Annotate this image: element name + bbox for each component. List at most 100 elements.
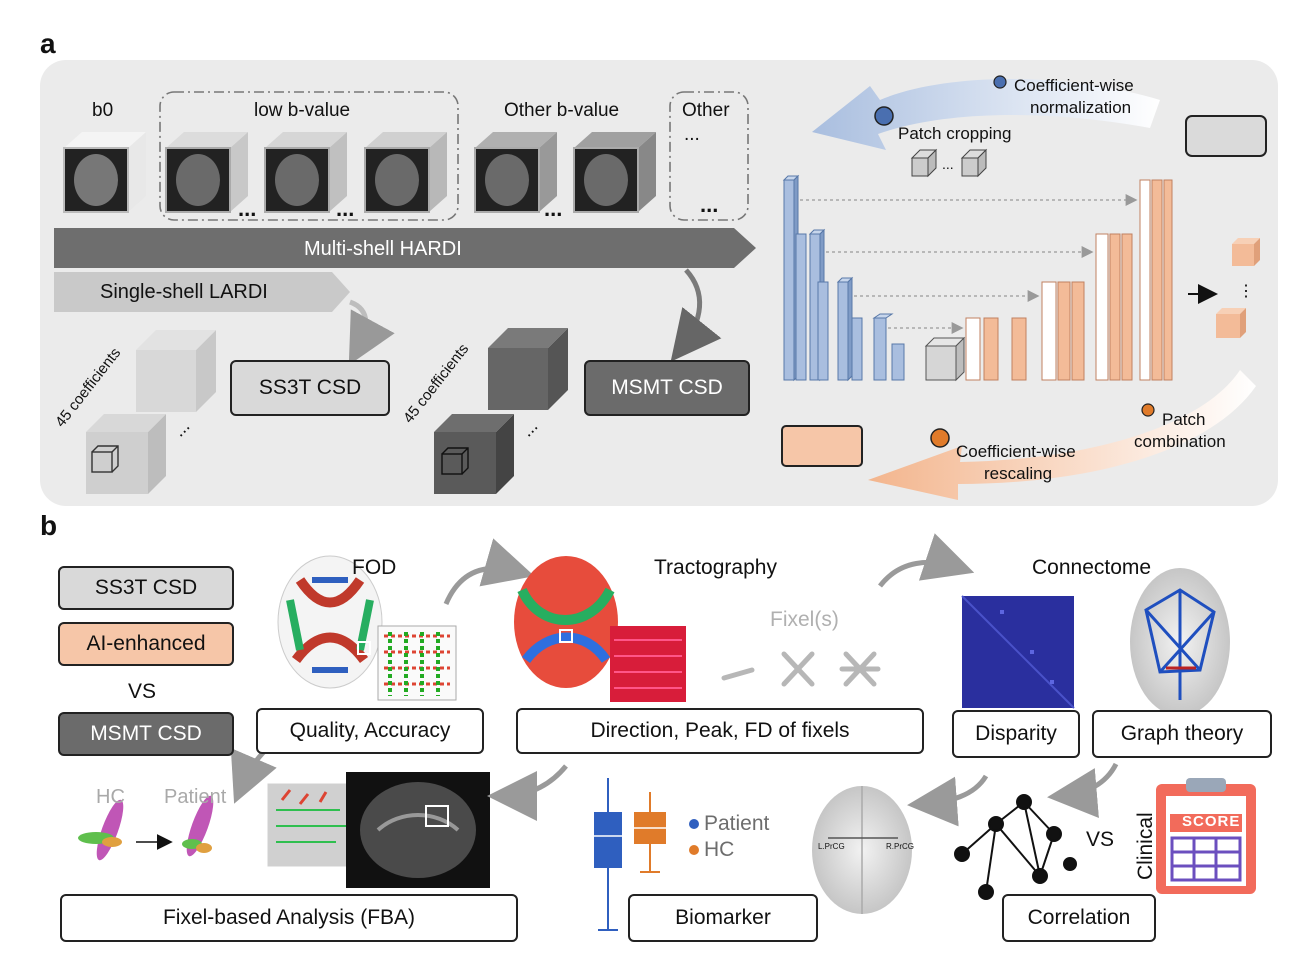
tractography-brain-image — [514, 556, 618, 688]
rescaling-arrow — [868, 370, 1256, 500]
b0-cube — [63, 132, 146, 213]
fba-brain-image — [346, 772, 490, 888]
correlation-box: Correlation — [1002, 894, 1156, 942]
other-group — [669, 91, 749, 221]
fod-brain-image — [277, 555, 383, 689]
coef-rescaling-line2: rescaling — [984, 464, 1053, 483]
ss3t-coefficient-cube-back — [136, 330, 216, 412]
fod-title: FOD — [352, 556, 397, 579]
output-patch-1 — [1232, 238, 1260, 266]
legend-hc-label: HC — [704, 838, 735, 861]
legend-ai-enhanced-box: AI-enhanced — [58, 622, 234, 666]
legend-patient-label: Patient — [704, 812, 770, 835]
legend-msmt-box: MSMT CSD — [58, 712, 234, 756]
unet-bottleneck — [924, 336, 966, 382]
ellipsis-2: ... — [336, 196, 355, 221]
l-prcg-label: L.PrCG — [818, 842, 845, 851]
rescaling-marker — [930, 428, 950, 448]
legend-hc-dot — [689, 845, 699, 855]
low-b-cube-2 — [264, 132, 347, 213]
correlation-brain-image — [812, 786, 912, 914]
score-label: SCORE — [1182, 813, 1241, 830]
hc-fod-glyph — [78, 799, 124, 861]
coef-normalization-line1: Coefficient-wise — [1014, 76, 1134, 95]
single-shell-label: Single-shell LARDI — [100, 281, 268, 303]
ss3t-curve-arrow — [348, 299, 395, 366]
coef-normalization-line2: normalization — [1030, 98, 1132, 117]
disparity-to-brain-arrow — [907, 774, 989, 827]
graph-theory-brain-image — [1130, 568, 1230, 716]
msmt-curve-arrow — [670, 268, 722, 362]
patch-combination-line2: combination — [1134, 432, 1226, 451]
patch-cube-2 — [960, 148, 988, 178]
ellipsis-4: ... — [700, 192, 719, 217]
patch-combination-marker — [1141, 403, 1155, 417]
connectome-matrix-image — [961, 595, 1075, 709]
b0-label: b0 — [92, 100, 114, 121]
fod-to-tract-arrow — [443, 538, 535, 605]
direction-peak-fd-box: Direction, Peak, FD of fixels — [516, 708, 924, 754]
disparity-box: Disparity — [952, 710, 1080, 758]
r-prcg-label: R.PrCG — [886, 842, 914, 851]
unet-encoder — [782, 174, 905, 382]
low-b-cube-3 — [364, 132, 447, 213]
ss3t-csd-box: SS3T CSD — [230, 360, 390, 416]
fba-box: Fixel-based Analysis (FBA) — [60, 894, 518, 942]
normalization-arrow — [812, 78, 1160, 150]
other-b-label: Other b-value — [504, 100, 620, 121]
panel-label-b: b — [40, 510, 58, 541]
ss3t-coefficient-cube-front — [86, 414, 166, 494]
ellipsis-3: ... — [544, 196, 563, 221]
coef-rescaling-line1: Coefficient-wise — [956, 442, 1076, 461]
clinical-score-icon — [1156, 778, 1256, 894]
patch-cube-1 — [910, 148, 938, 178]
multi-shell-arrow — [54, 228, 756, 268]
biomarker-box: Biomarker — [628, 894, 818, 942]
other-dots-label: ... — [684, 124, 700, 145]
multi-shell-label: Multi-shell HARDI — [304, 238, 462, 260]
graph-to-network-arrow — [1047, 762, 1119, 818]
tract-to-connectome-arrow — [878, 533, 975, 588]
direction-to-fba-arrow — [487, 764, 568, 821]
msmt-csd-box: MSMT CSD — [584, 360, 750, 416]
biomarker-boxplot — [594, 778, 666, 931]
patch-vertical-dots: ⋮ — [1238, 283, 1254, 300]
graph-theory-box: Graph theory — [1092, 710, 1272, 758]
output-box — [781, 425, 863, 467]
legend-vs-label: VS — [128, 680, 157, 703]
tractography-zoom-image — [610, 626, 686, 702]
other-b-cube-1 — [474, 132, 557, 213]
quality-accuracy-box: Quality, Accuracy — [256, 708, 484, 754]
low-b-cube-1 — [165, 132, 248, 213]
clinical-label: Clinical — [1134, 812, 1157, 880]
other-b-cube-2 — [573, 132, 656, 213]
low-b-label: low b-value — [254, 100, 351, 121]
hc-label: HC — [96, 786, 125, 808]
correlation-vs-label: VS — [1086, 828, 1115, 851]
legend-patient-dot — [689, 819, 699, 829]
patient-fod-glyph — [182, 795, 214, 857]
patch-cropping-label: Patch cropping — [898, 124, 1012, 143]
input-box — [1185, 115, 1267, 157]
network-graph — [954, 794, 1077, 900]
fod-zoom-image — [377, 625, 457, 701]
connectome-title: Connectome — [1032, 556, 1152, 579]
patch-cropping-dots: ... — [942, 156, 954, 172]
fixels-label: Fixel(s) — [770, 608, 839, 631]
patch-cropping-marker — [874, 106, 894, 126]
low-b-group — [159, 91, 459, 221]
output-patch-2 — [1216, 308, 1246, 338]
normalization-marker — [993, 75, 1007, 89]
msmt-coefficient-cube-front — [434, 414, 514, 494]
patch-combination-line1: Patch — [1162, 410, 1206, 429]
fixel-symbols — [721, 651, 881, 687]
msmt-coefficient-cube-back — [488, 328, 568, 410]
patient-label: Patient — [164, 786, 227, 808]
unet-skip-connections — [800, 194, 1138, 334]
panel-label-a: a — [40, 28, 56, 59]
other-label: Other — [682, 100, 730, 121]
single-shell-arrow — [54, 272, 350, 312]
unet-decoder — [965, 179, 1173, 381]
panel-b-graphic — [78, 533, 1256, 931]
legend-ss3t-box: SS3T CSD — [58, 566, 234, 610]
